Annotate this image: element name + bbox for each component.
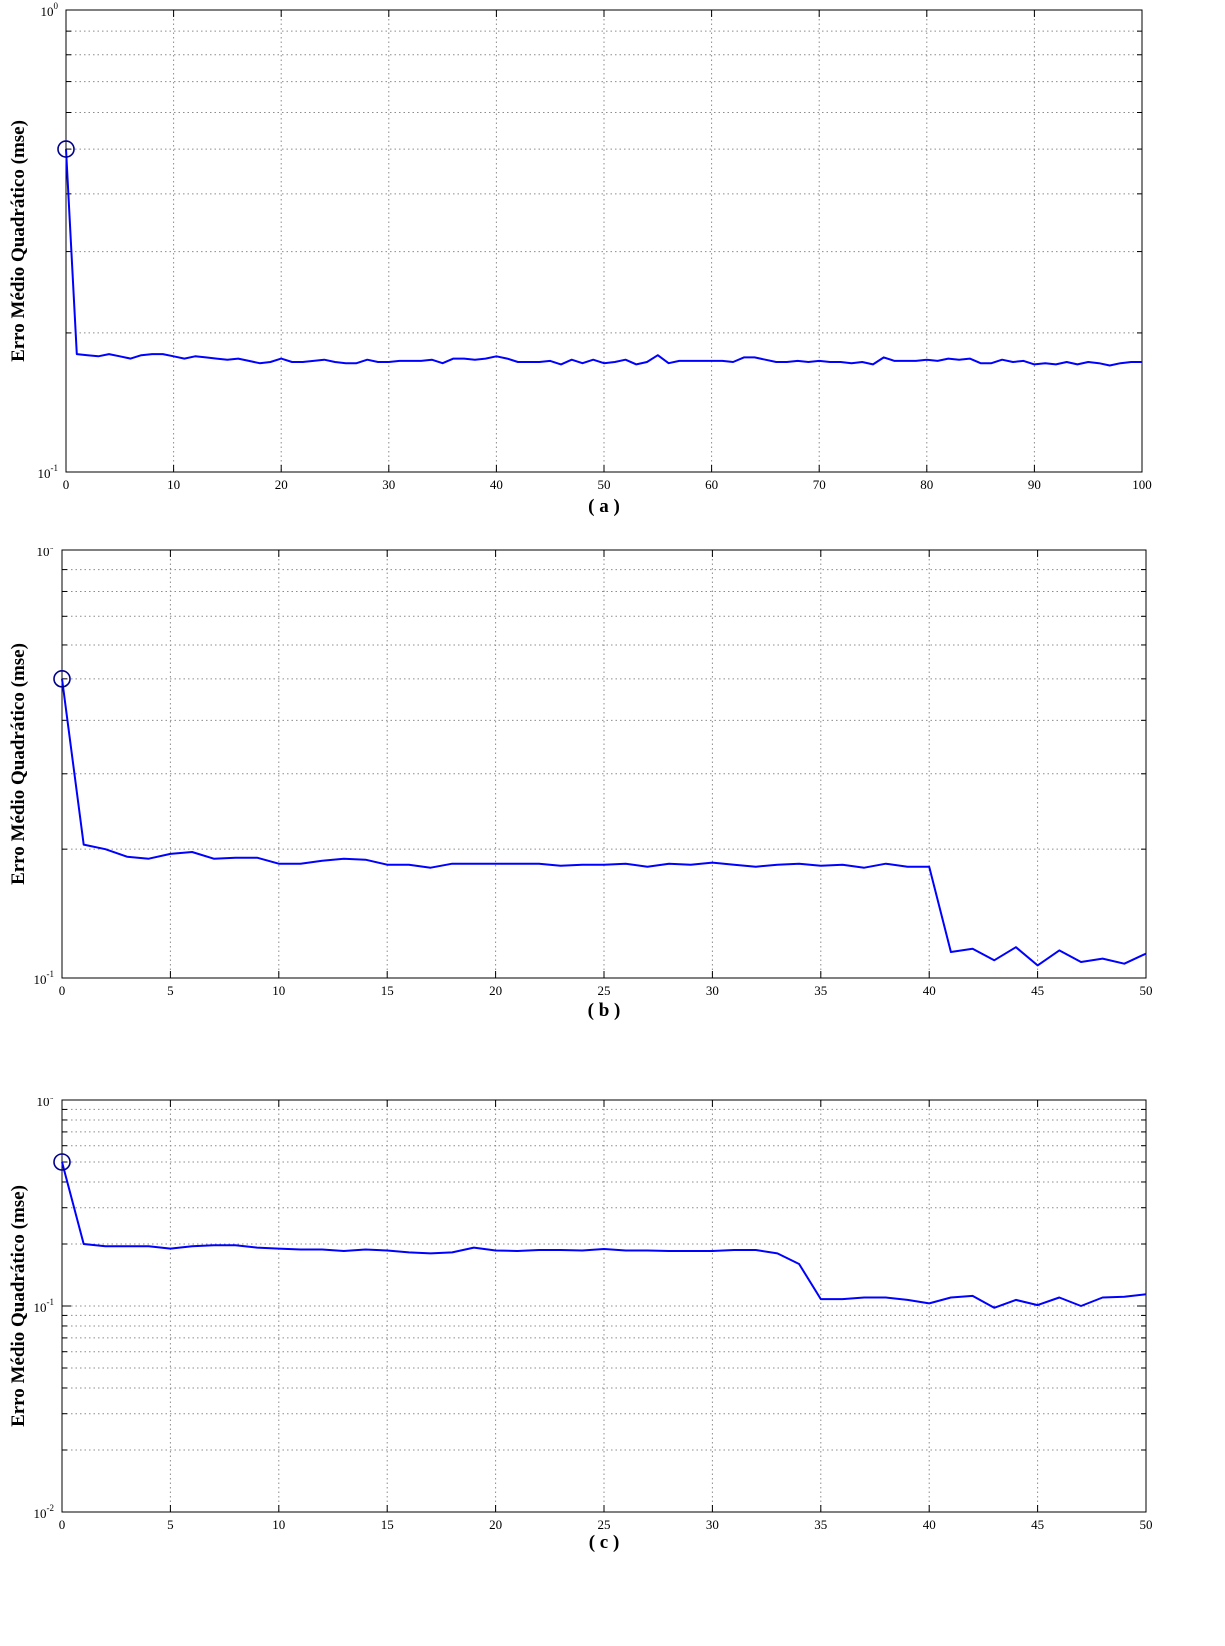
series-line [61, 1161, 1147, 1309]
x-tick-label: 20 [489, 1517, 502, 1532]
x-tick-label: 20 [275, 477, 288, 492]
panel-caption: ( c ) [589, 1532, 620, 1553]
x-tick-label: 50 [1140, 1517, 1153, 1532]
series-line [65, 149, 1142, 367]
x-tick-label: 100 [1132, 477, 1152, 492]
series-line [61, 678, 1147, 967]
x-tick-label: 25 [598, 1517, 611, 1532]
x-tick-label: 45 [1031, 983, 1044, 998]
x-tick-label: 5 [167, 1517, 174, 1532]
x-tick-label: 60 [705, 477, 718, 492]
x-tick-label: 15 [381, 983, 394, 998]
y-axis-label: Erro Médio Quadrático (mse) [8, 643, 29, 885]
x-tick-label: 50 [1140, 983, 1153, 998]
y-tick-label: 100 [37, 548, 55, 559]
y-tick-label: 100 [37, 1098, 55, 1109]
chart-panel-c: 0 5 10 15 20 25 30 35 40 45 50 10-2 10-1 100 Erro Médi… [8, 1098, 1153, 1553]
y-axis-label: Erro Médio Quadrático (mse) [8, 120, 29, 362]
x-tick-label: 0 [59, 983, 66, 998]
start-marker [57, 140, 75, 158]
chart-panel-a: 0 10 20 30 40 50 60 70 80 90 100 10-1 100 Erro Médio … [8, 1, 1152, 517]
y-axis-label: Erro Médio Quadrático (mse) [8, 1185, 29, 1427]
x-tick-label: 40 [923, 983, 936, 998]
y-tick-label: 10-2 [34, 1503, 55, 1521]
x-tick-label: 5 [167, 983, 174, 998]
x-tick-label: 90 [1028, 477, 1041, 492]
x-tick-label: 35 [814, 983, 827, 998]
start-marker [53, 1153, 71, 1171]
x-tick-label: 10 [272, 983, 285, 998]
panel-caption: ( a ) [588, 496, 620, 517]
x-tick-label: 80 [920, 477, 933, 492]
x-tick-label: 15 [381, 1517, 394, 1532]
x-tick-label: 25 [598, 983, 611, 998]
panel-caption: ( b ) [588, 1000, 621, 1021]
start-marker [53, 670, 71, 688]
x-tick-label: 30 [382, 477, 395, 492]
x-tick-label: 35 [814, 1517, 827, 1532]
x-tick-label: 40 [923, 1517, 936, 1532]
chart-panel-b: 0 5 10 15 20 25 30 35 40 45 50 10-1 100 Erro Médio Qu… [8, 548, 1153, 1021]
x-tick-label: 10 [272, 1517, 285, 1532]
x-tick-label: 45 [1031, 1517, 1044, 1532]
x-tick-label: 40 [490, 477, 503, 492]
y-tick-label: 10-1 [34, 1297, 55, 1315]
y-tick-label: 10-1 [34, 969, 55, 987]
x-tick-label: 0 [63, 477, 70, 492]
x-tick-label: 50 [598, 477, 611, 492]
y-tick-label: 10-1 [38, 463, 59, 481]
x-tick-label: 20 [489, 983, 502, 998]
x-tick-label: 0 [59, 1517, 66, 1532]
x-tick-label: 30 [706, 983, 719, 998]
x-tick-label: 10 [167, 477, 180, 492]
x-tick-label: 70 [813, 477, 826, 492]
y-tick-label: 100 [41, 1, 59, 19]
x-tick-label: 30 [706, 1517, 719, 1532]
